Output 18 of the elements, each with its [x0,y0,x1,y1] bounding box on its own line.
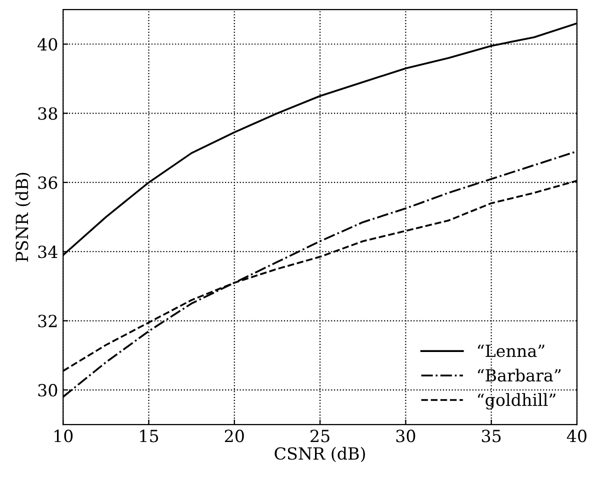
x-tick-label: 10 [54,430,73,442]
x-tick-label: 15 [140,430,158,442]
x-tick-label: 25 [310,430,330,442]
x-axis-title: CSNR (dB) [274,446,365,462]
x-tick-label: 20 [224,430,244,442]
x-tick-label: 40 [566,430,586,442]
x-tick-label: 35 [482,430,501,442]
y-tick-label: 34 [38,246,58,258]
y-axis-title: PSNR (dB) [15,172,31,262]
legend-label: “Lenna” [478,344,544,358]
y-tick-label: 40 [38,38,58,51]
legend-label: “goldhill” [478,393,556,410]
y-tick-label: 32 [38,314,57,328]
legend-label: “Barbara” [478,368,561,382]
y-tick-label: 30 [38,384,58,397]
x-tick-label: 30 [396,430,416,442]
y-tick-label: 38 [38,107,58,120]
y-tick-label: 36 [38,176,58,190]
